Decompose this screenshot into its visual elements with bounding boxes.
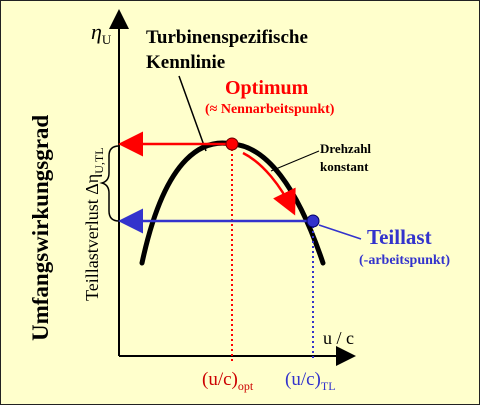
- teillast-sublabel: (-arbeitspunkt): [359, 253, 450, 268]
- title-line-1: Turbinenspezifische: [146, 27, 308, 48]
- x-axis-label: u / c: [323, 328, 354, 348]
- teillast-label: Teillast: [367, 225, 432, 249]
- optimum-sublabel: (≈ Nennarbeitspunkt): [205, 102, 335, 117]
- teillast-point: [306, 214, 320, 228]
- speed-note-line-1: Drehzahl: [320, 141, 371, 156]
- title-line-2: Kennlinie: [146, 52, 225, 73]
- x-tick-tl: (u/c)TL: [285, 369, 336, 393]
- speed-note-line-2: konstant: [320, 159, 369, 174]
- loss-brace: [99, 145, 120, 222]
- speed-constant-arrow: [242, 151, 296, 216]
- optimum-point: [225, 137, 239, 151]
- title-leader-line: [178, 75, 207, 152]
- left-axis-title: Umfangswirkungsgrad: [28, 115, 53, 341]
- optimum-label: Optimum: [225, 77, 309, 99]
- teillast-leader-line: [318, 224, 362, 240]
- loss-label: Teillastverlust ΔηU,TL: [82, 147, 106, 301]
- x-tick-opt: (u/c)opt: [202, 369, 254, 393]
- y-axis-label: ηU: [91, 19, 112, 47]
- speed-note-leader: [270, 150, 320, 172]
